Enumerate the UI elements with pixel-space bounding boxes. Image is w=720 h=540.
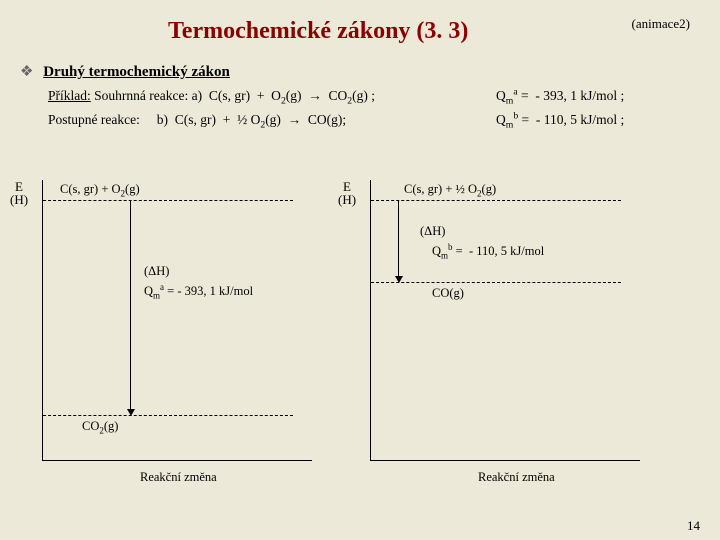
right-top-level (371, 200, 621, 201)
left-dh-label: (ΔH) (144, 264, 169, 279)
diagram-area: E(H) Reakční změna E(H) Reakční změna C(… (0, 170, 720, 500)
right-q-label: Qmb = - 110, 5 kJ/mol (432, 244, 544, 259)
page-number: 14 (687, 518, 700, 534)
right-y-label: E(H) (338, 180, 356, 206)
left-y-label: E(H) (10, 180, 28, 206)
left-x-label: Reakční změna (140, 470, 217, 485)
left-x-axis (42, 460, 312, 461)
right-x-label: Reakční změna (478, 470, 555, 485)
left-q-label: Qma = - 393, 1 kJ/mol (144, 284, 253, 299)
heading-bullet: ❖ Druhý termochemický zákon (20, 62, 230, 81)
example-line-a: Příklad: Souhrnná reakce: a) C(s, gr) + … (48, 88, 375, 104)
animation-note: (animace2) (632, 16, 690, 32)
left-top-label: C(s, gr) + O2(g) (60, 182, 140, 197)
page-title: Termochemické zákony (3. 3) (168, 18, 468, 45)
q-a: Qma = - 393, 1 kJ/mol ; (496, 88, 624, 104)
heading-text: Druhý termochemický zákon (43, 64, 230, 80)
q-b: Qmb = - 110, 5 kJ/mol ; (496, 112, 624, 128)
left-y-axis (42, 180, 43, 460)
right-bot-label: CO(g) (432, 286, 464, 301)
diamond-icon: ❖ (20, 64, 33, 80)
right-x-axis (370, 460, 640, 461)
example-label: Příklad: (48, 88, 91, 103)
right-bot-level (371, 282, 621, 283)
right-y-axis (370, 180, 371, 460)
right-top-label: C(s, gr) + ½ O2(g) (404, 182, 496, 197)
left-bot-level (43, 415, 293, 416)
left-bot-label: CO2(g) (82, 419, 118, 434)
left-top-level (43, 200, 293, 201)
right-dh-label: (ΔH) (420, 224, 445, 239)
example-line-b: Postupné reakce: b) C(s, gr) + ½ O2(g) →… (48, 112, 346, 128)
